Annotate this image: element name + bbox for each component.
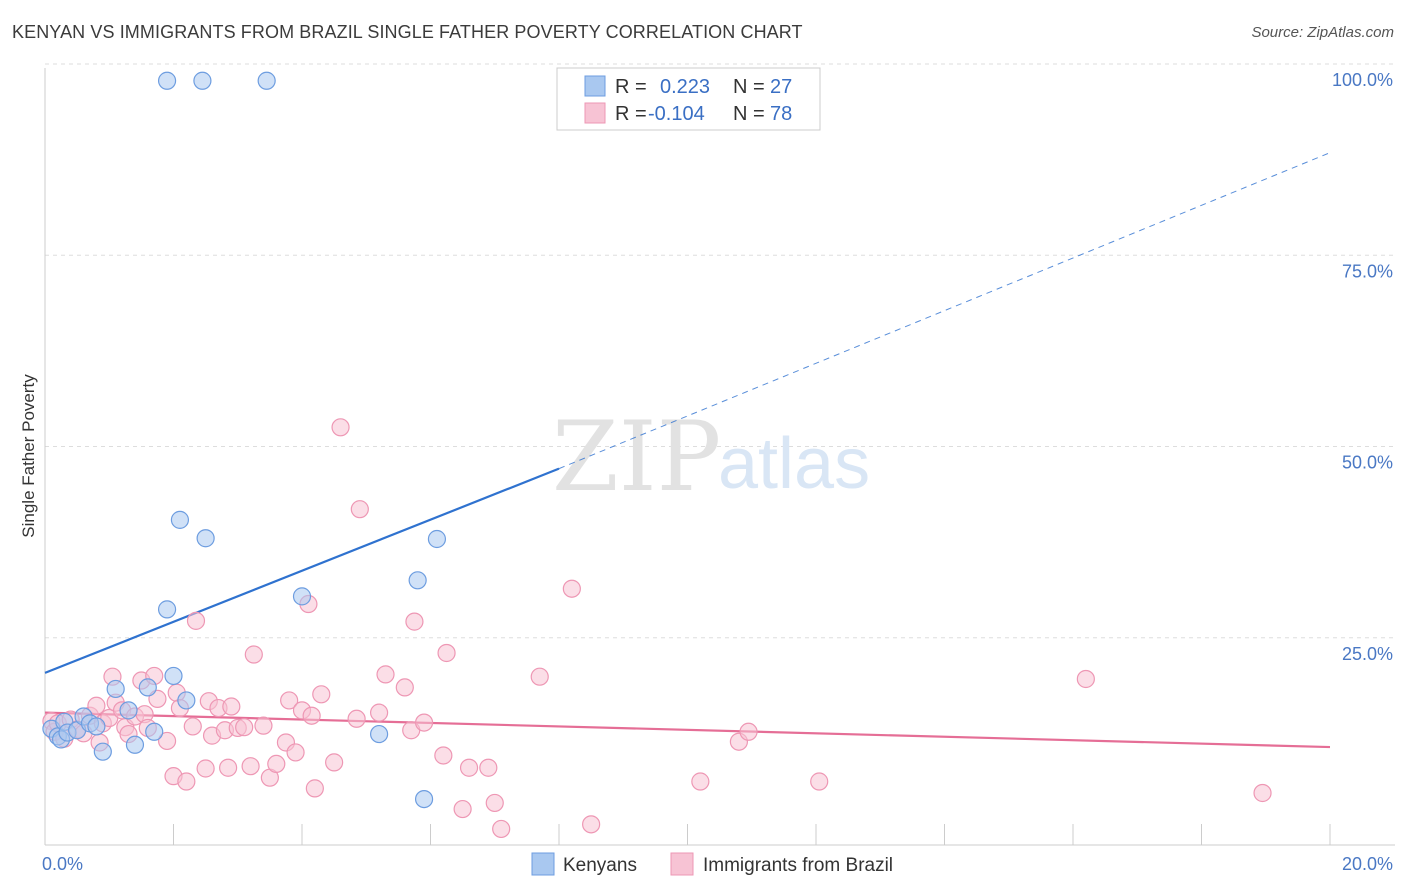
legend-r-label-brazil: R = [615,103,647,125]
point-kenyan-13 [138,678,157,697]
point-brazil-46 [286,743,305,762]
point-kenyan-18 [196,529,215,548]
legend-n-value-kenyans: 27 [770,76,792,98]
x-tick-labels: 0.0% 20.0% [42,854,1393,874]
point-brazil-61 [414,713,434,732]
legend-r-value-kenyans: 0.223 [660,76,710,98]
point-kenyan-25 [408,571,427,590]
point-brazil-50 [305,779,324,798]
y-tick-label-3: 100.0% [1332,70,1393,90]
point-brazil-74 [739,722,758,741]
point-brazil-35 [219,758,238,777]
point-kenyan-9 [93,742,112,761]
point-brazil-30 [196,759,215,778]
point-brazil-45 [280,691,299,710]
legend-swatch-kenyans [584,75,606,97]
y-axis-label: Single Father Poverty [19,374,38,538]
point-brazil-63 [437,643,456,663]
point-kenyan-21 [193,71,212,90]
point-brazil-51 [312,685,331,704]
point-brazil-29 [186,611,206,630]
grid-lines [45,63,1395,639]
point-brazil-52 [325,753,344,772]
point-brazil-69 [530,667,549,686]
point-brazil-49 [302,706,321,725]
point-kenyan-27 [414,789,434,809]
point-brazil-36 [222,697,241,716]
point-brazil-57 [376,665,395,684]
point-brazil-76 [1076,669,1095,689]
point-brazil-39 [241,757,260,776]
point-brazil-40 [244,645,263,664]
legend-n-value-brazil: 78 [770,103,792,125]
point-kenyan-19 [164,666,183,686]
bottom-legend-brazil: Immigrants from Brazil [703,855,893,876]
y-tick-label-2: 75.0% [1342,261,1393,281]
point-brazil-71 [582,815,601,834]
point-kenyan-24 [370,724,389,744]
data-points [42,71,1272,839]
point-brazil-23 [157,731,177,751]
point-brazil-38 [235,718,254,737]
legend-box: R = 0.223 N = 27 R = -0.104 N = 78 [556,67,821,131]
x-tick-label-0: 0.0% [42,854,83,874]
point-kenyan-12 [125,735,145,754]
point-brazil-28 [183,717,202,736]
point-brazil-72 [691,772,710,791]
point-brazil-68 [492,819,511,839]
point-brazil-58 [395,678,414,697]
trend-line-kenyans-extension [558,152,1331,470]
point-brazil-60 [405,612,424,631]
point-brazil-8 [87,696,106,715]
point-kenyan-11 [119,701,138,720]
point-kenyan-17 [177,691,196,710]
bottom-legend: Kenyans Immigrants from Brazil [531,852,893,876]
legend-n-label-brazil: N = [733,103,765,125]
point-brazil-43 [267,754,286,774]
point-kenyan-8 [87,717,106,736]
point-kenyan-22 [257,71,276,90]
bottom-legend-swatch-kenyans [531,852,555,876]
legend-swatch-brazil [584,102,606,124]
legend-r-value-brazil: -0.104 [648,103,705,125]
point-brazil-54 [347,709,366,728]
legend-n-label-kenyans: N = [733,76,765,98]
point-kenyan-10 [106,679,125,699]
point-kenyan-16 [170,510,190,529]
source-label: Source: ZipAtlas.com [1251,24,1394,41]
point-kenyan-23 [292,587,312,606]
point-brazil-75 [810,772,829,791]
point-brazil-66 [479,758,498,777]
point-brazil-27 [177,772,196,791]
watermark-atlas: atlas [718,424,870,504]
y-tick-labels: 25.0% 50.0% 75.0% 100.0% [1332,70,1393,664]
point-brazil-64 [453,799,472,819]
y-tick-label-1: 50.0% [1342,453,1393,473]
point-brazil-67 [485,793,504,813]
point-brazil-77 [1253,783,1272,803]
trend-line-kenyans [44,467,560,674]
y-tick-label-0: 25.0% [1342,644,1393,664]
point-kenyan-14 [145,722,164,741]
axes [44,68,1395,846]
point-brazil-62 [434,746,453,765]
point-brazil-41 [254,716,273,735]
point-brazil-55 [350,500,369,519]
watermark-zip: ZIP [552,401,721,513]
point-brazil-56 [370,703,389,722]
bottom-legend-swatch-brazil [670,852,694,876]
chart-title: KENYAN VS IMMIGRANTS FROM BRAZIL SINGLE … [12,22,803,42]
point-kenyan-20 [157,71,177,90]
watermark: ZIP atlas [552,401,870,513]
x-tick-label-1: 20.0% [1342,854,1393,874]
point-brazil-65 [459,758,479,777]
point-kenyan-15 [157,600,177,619]
bottom-legend-kenyans: Kenyans [563,855,637,876]
point-brazil-53 [331,418,350,437]
point-brazil-70 [562,579,581,598]
legend-r-label-kenyans: R = [615,76,647,98]
point-kenyan-26 [427,529,447,549]
